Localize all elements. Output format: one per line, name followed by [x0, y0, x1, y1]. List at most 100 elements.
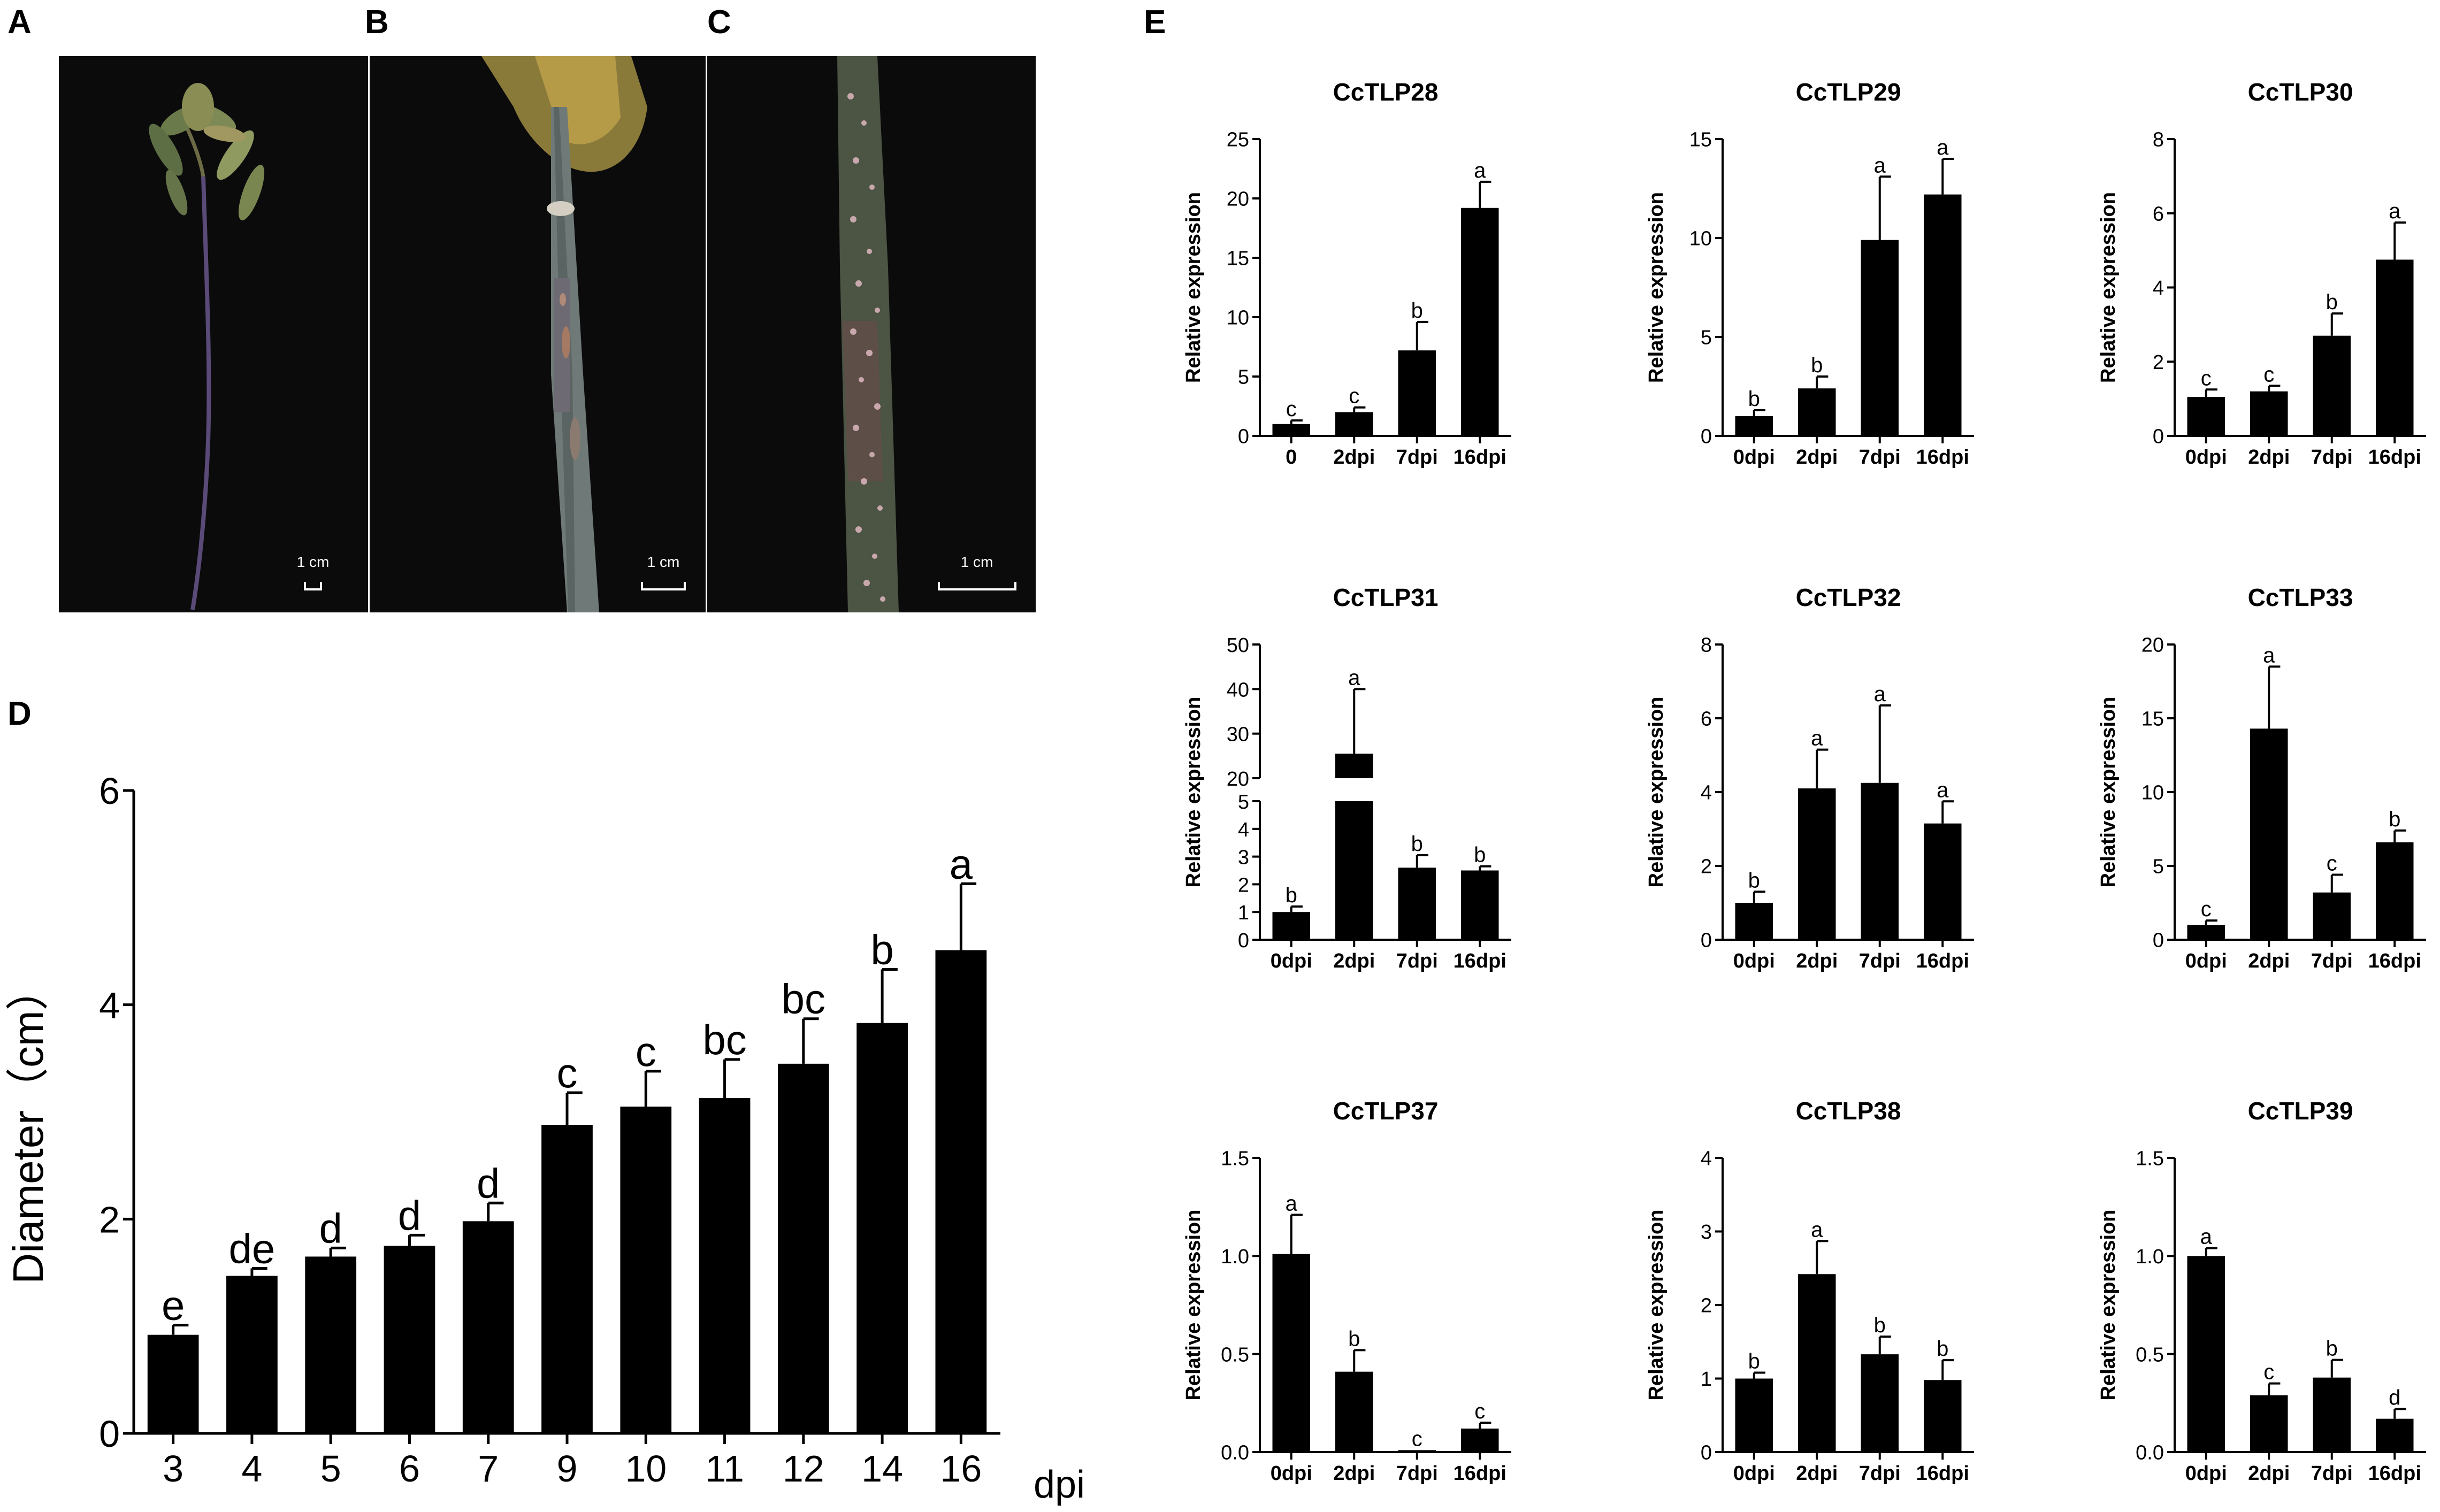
y-tick-label: 6	[2153, 203, 2164, 225]
bar	[305, 1256, 357, 1433]
significance-letter: b	[1474, 843, 1486, 867]
x-tick-label: 2dpi	[2248, 1462, 2290, 1485]
y-tick-label: 0.5	[1221, 1344, 1249, 1366]
significance-letter: e	[162, 1282, 185, 1329]
chart-title: CcTLP33	[2248, 584, 2353, 611]
bar	[1398, 1450, 1436, 1452]
y-tick-label: 0.5	[2136, 1344, 2164, 1366]
y-tick-label: 0	[2153, 930, 2164, 952]
bar	[147, 1334, 199, 1433]
y-tick-label: 2	[1701, 1295, 1712, 1317]
x-tick-label: 11	[705, 1448, 744, 1490]
bar	[226, 1276, 278, 1433]
y-tick-label: 0	[1238, 930, 1249, 952]
y-tick-label: 10	[1689, 228, 1712, 250]
bar	[2376, 842, 2414, 940]
photo-c: 1 cm	[707, 56, 1036, 612]
y-tick-label: 5	[1238, 366, 1249, 389]
significance-letter: b	[1748, 387, 1760, 411]
y-tick-label: 3	[1238, 847, 1249, 869]
x-tick-label: 9	[557, 1448, 578, 1490]
significance-letter: a	[1811, 1218, 1823, 1241]
chart-title: CcTLP37	[1333, 1097, 1439, 1125]
bar	[2187, 397, 2225, 436]
y-tick-label: 5	[1238, 791, 1249, 813]
y-tick-label: 0	[99, 1413, 120, 1455]
significance-letter: b	[1348, 1327, 1360, 1350]
chart-cctlp28: CcTLP28 Relative expression 0 5 10 15 20 25 c 0 c 2…	[1182, 78, 1511, 469]
x-tick-label: 6	[399, 1448, 420, 1490]
x-tick-label: 2dpi	[1333, 1462, 1375, 1485]
bar	[2250, 1395, 2288, 1452]
significance-letter: a	[1474, 159, 1486, 182]
x-tick-label: 2dpi	[1796, 1462, 1838, 1485]
significance-letter: d	[319, 1204, 342, 1252]
x-tick-label: 7dpi	[1396, 1462, 1438, 1485]
chart-d: D Diameter（cm） dpi 0 2 4 6 e 3 de 4 d 5 d 6 d 7 c 9 c 10 b…	[4, 695, 1085, 1506]
y-tick-label: 1.0	[1221, 1246, 1249, 1268]
bar	[1735, 416, 1773, 436]
y-tick-label: 2	[2153, 351, 2164, 374]
y-tick-label: 1	[1701, 1368, 1712, 1391]
y-tick-label: 6	[1701, 708, 1712, 731]
y-axis-label: Relative expression	[1182, 192, 1205, 383]
x-tick-label: 0dpi	[2185, 1462, 2227, 1485]
x-tick-label: 0	[1286, 446, 1297, 469]
x-tick-label: 12	[783, 1448, 824, 1490]
significance-letter: de	[229, 1225, 276, 1272]
x-tick-label: 10	[625, 1448, 667, 1490]
chart-title: CcTLP28	[1333, 78, 1439, 106]
photo-panels: A B C 1 cm	[7, 4, 1036, 612]
y-tick-label: 20	[1227, 768, 1249, 790]
bar	[1398, 350, 1436, 436]
x-tick-label: 16dpi	[2368, 446, 2421, 469]
chart-title: CcTLP31	[1333, 584, 1439, 611]
y-tick-label: 15	[1689, 129, 1712, 151]
bar	[1798, 788, 1836, 940]
y-tick-label: 8	[2153, 129, 2164, 151]
chart-cctlp31: CcTLP31 Relative expression 0 1 2 3 4 520 30 40 50…	[1182, 584, 1511, 972]
y-tick-label: 4	[99, 985, 120, 1026]
y-tick-label: 0.0	[2136, 1442, 2164, 1464]
x-tick-label: 7dpi	[1396, 446, 1438, 469]
x-tick-label: 16dpi	[1454, 1462, 1506, 1485]
chart-cctlp32: CcTLP32 Relative expression 0 2 4 6 8 b 0dpi a 2dp…	[1645, 584, 1974, 972]
y-axis-label: Relative expression	[1645, 192, 1668, 383]
x-tick-label: 2dpi	[1333, 950, 1375, 972]
bar-upper	[1335, 754, 1373, 778]
bar	[1335, 801, 1373, 940]
bar	[462, 1221, 514, 1433]
y-tick-label: 1	[1238, 902, 1249, 924]
y-tick-label: 4	[1701, 1148, 1712, 1170]
significance-letter: b	[2326, 290, 2338, 314]
significance-letter: b	[1411, 299, 1423, 323]
bar	[1461, 870, 1499, 940]
bar	[1861, 782, 1899, 940]
panel-letter-e: E	[1144, 4, 1166, 41]
significance-letter: b	[2389, 808, 2400, 831]
y-tick-label: 0.0	[1221, 1442, 1249, 1464]
y-tick-label: 50	[1227, 634, 1249, 657]
bar	[2250, 728, 2288, 940]
bar	[384, 1246, 435, 1433]
y-axis-label: Relative expression	[2097, 192, 2120, 383]
y-tick-label: 3	[1701, 1221, 1712, 1244]
y-tick-label: 10	[2141, 782, 2164, 804]
x-tick-label: 16dpi	[1454, 950, 1506, 972]
bar	[1924, 823, 1962, 940]
x-tick-label: 0dpi	[1271, 950, 1312, 972]
bar	[2187, 925, 2225, 940]
x-tick-label: 7dpi	[1396, 950, 1438, 972]
significance-letter: a	[1348, 666, 1360, 689]
y-tick-label: 5	[1701, 327, 1712, 349]
y-tick-label: 20	[2141, 634, 2164, 657]
bar	[2250, 391, 2288, 436]
significance-letter: a	[1937, 778, 1949, 802]
significance-letter: c	[1412, 1427, 1422, 1450]
y-tick-label: 10	[1227, 307, 1249, 329]
significance-letter: bc	[702, 1016, 746, 1063]
bar	[856, 1023, 908, 1433]
x-tick-label: 2dpi	[1796, 446, 1838, 469]
chart-cctlp38: CcTLP38 Relative expression 0 1 2 3 4 b 0dpi a 2dp…	[1645, 1097, 1974, 1485]
